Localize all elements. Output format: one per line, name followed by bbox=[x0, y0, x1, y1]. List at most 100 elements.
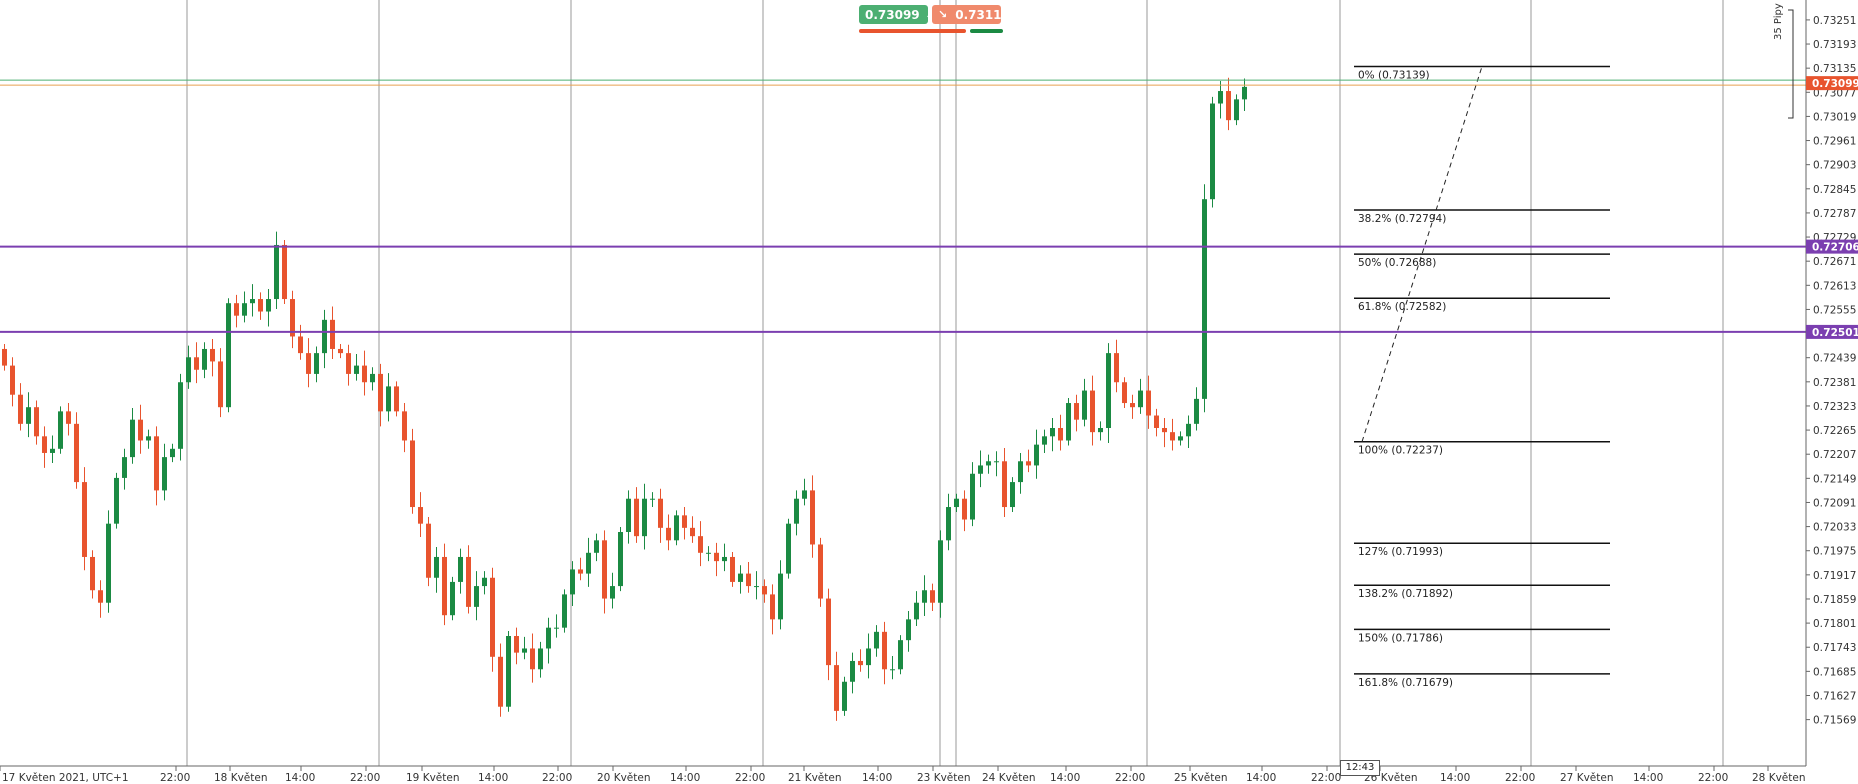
price-label-text: 0.72501 bbox=[1812, 327, 1858, 339]
horizontal-levels[interactable] bbox=[0, 79, 1806, 333]
candle bbox=[50, 435, 55, 463]
candle bbox=[162, 443, 167, 501]
candle-body bbox=[1098, 428, 1103, 433]
time-tick-label: 24 Květen bbox=[982, 772, 1036, 784]
candle bbox=[34, 400, 39, 445]
candle bbox=[1050, 418, 1055, 452]
candle bbox=[978, 450, 983, 488]
candle bbox=[314, 346, 319, 383]
candle bbox=[786, 518, 791, 579]
candle bbox=[170, 443, 175, 463]
candle-body bbox=[674, 515, 679, 541]
candle bbox=[362, 350, 367, 396]
candle-body bbox=[578, 569, 583, 574]
time-tick-label: 14:00 bbox=[285, 772, 315, 784]
candle bbox=[810, 475, 815, 558]
price-axis[interactable]: 0.73251 0.73193 0.73135 0.73077 0.73019 0.729… bbox=[1788, 0, 1858, 766]
candle bbox=[26, 392, 31, 438]
candle bbox=[842, 676, 847, 716]
candle bbox=[490, 567, 495, 672]
candle-body bbox=[50, 448, 55, 453]
candle-body bbox=[866, 648, 871, 666]
candle-body bbox=[1050, 428, 1055, 437]
candle bbox=[1178, 431, 1183, 446]
candle-body bbox=[466, 556, 471, 607]
candle-body bbox=[1130, 403, 1135, 408]
candle-body bbox=[1138, 390, 1143, 408]
candle bbox=[146, 429, 151, 449]
candle bbox=[1074, 394, 1079, 432]
candle-body bbox=[346, 353, 351, 374]
candle bbox=[250, 284, 255, 317]
candle-body bbox=[138, 419, 143, 441]
candle bbox=[106, 510, 111, 613]
candle-body bbox=[530, 648, 535, 670]
fib-level-label: 50% (0.72688) bbox=[1358, 257, 1436, 269]
candle-body bbox=[658, 498, 663, 528]
candle bbox=[1218, 81, 1223, 119]
price-tick-label: 0.73251 bbox=[1813, 15, 1856, 27]
price-tick-label: 0.71627 bbox=[1813, 690, 1856, 702]
candle bbox=[1114, 339, 1119, 393]
sell-button[interactable]: ↘ 0.73110 bbox=[932, 5, 1010, 24]
candle bbox=[282, 239, 287, 305]
candle bbox=[1066, 398, 1071, 446]
candle-body bbox=[498, 656, 503, 707]
candle-body bbox=[546, 627, 551, 649]
candle bbox=[1226, 77, 1231, 131]
candle-body bbox=[810, 490, 815, 545]
candle-body bbox=[10, 365, 15, 395]
candle-body bbox=[986, 461, 991, 466]
candle bbox=[338, 343, 343, 359]
candle-body bbox=[114, 477, 119, 524]
candle-body bbox=[330, 319, 335, 349]
candle bbox=[618, 527, 623, 592]
candle-body bbox=[234, 303, 239, 316]
candle-body bbox=[1058, 428, 1063, 441]
price-tick-label: 0.71801 bbox=[1813, 618, 1856, 630]
sell-volume-bar bbox=[859, 29, 966, 33]
candle-body bbox=[1178, 436, 1183, 441]
candle bbox=[386, 373, 391, 422]
price-tick-label: 0.72149 bbox=[1813, 473, 1856, 485]
candle bbox=[658, 488, 663, 543]
fibonacci-retracement[interactable]: 0% (0.73139) 38.2% (0.72794) 50% (0.72688)… bbox=[1354, 65, 1610, 689]
time-tick-label: 22:00 bbox=[542, 772, 572, 784]
candle bbox=[530, 633, 535, 683]
candle bbox=[906, 611, 911, 652]
candle-body bbox=[338, 348, 343, 354]
price-tick-label: 0.72555 bbox=[1813, 304, 1856, 316]
candle bbox=[882, 621, 887, 685]
candle bbox=[378, 363, 383, 427]
candle bbox=[538, 641, 543, 678]
candle bbox=[890, 655, 895, 680]
fib-level-label: 38.2% (0.72794) bbox=[1358, 213, 1446, 225]
candle bbox=[1242, 78, 1247, 112]
candle-body bbox=[1122, 382, 1127, 404]
price-tick-label: 0.71975 bbox=[1813, 546, 1856, 558]
candle-body bbox=[1066, 403, 1071, 441]
candle bbox=[74, 412, 79, 489]
candle-body bbox=[130, 419, 135, 458]
candle-body bbox=[610, 586, 615, 599]
candle-body bbox=[258, 299, 263, 312]
candle bbox=[1146, 375, 1151, 429]
candle-body bbox=[426, 523, 431, 578]
candle bbox=[578, 557, 583, 581]
candle-body bbox=[42, 436, 47, 453]
candle-body bbox=[994, 461, 999, 463]
time-tick-label: 14:00 bbox=[670, 772, 700, 784]
arrow-down-right-icon: ↘ bbox=[938, 8, 948, 21]
price-tick-label: 0.72381 bbox=[1813, 377, 1856, 389]
candle-body bbox=[274, 244, 279, 300]
candle-body bbox=[210, 348, 215, 362]
fib-level-label: 138.2% (0.71892) bbox=[1358, 588, 1453, 600]
buy-button[interactable]: 0.73099 ↗ bbox=[859, 5, 935, 24]
candle-body bbox=[714, 552, 719, 562]
fib-trend-line[interactable] bbox=[1361, 66, 1483, 442]
candle-body bbox=[1210, 103, 1215, 200]
candle-body bbox=[1170, 432, 1175, 441]
time-axis[interactable]: 17 Květen 2021, UTC+1 22:00 18 Květen 14:00… bbox=[0, 765, 1806, 784]
candle bbox=[346, 344, 351, 386]
